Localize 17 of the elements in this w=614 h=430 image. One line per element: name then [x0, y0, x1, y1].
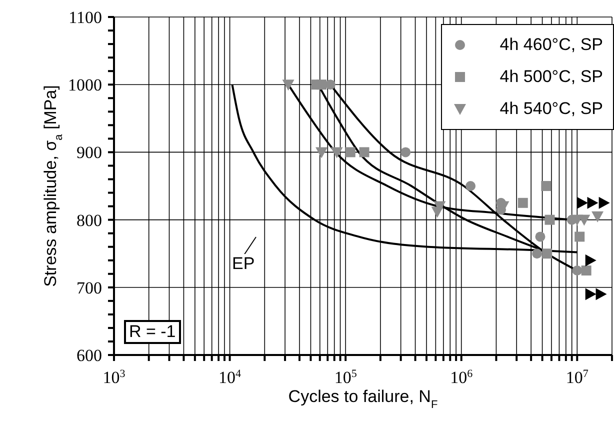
x-axis-title: Cycles to failure, N$_{F}$ — [288, 387, 438, 411]
y-tick-label: 1000 — [68, 76, 102, 95]
legend-label: 4h 500°C, SP — [500, 67, 603, 87]
legend-label: 4h 460°C, SP — [500, 35, 603, 55]
y-tick-label: 800 — [76, 210, 102, 230]
y-tick-label: 1100 — [68, 8, 102, 27]
y-tick-label: 900 — [76, 143, 102, 162]
x-tick-label: 10$^{3}$ — [102, 368, 126, 387]
y-tick-label: 600 — [76, 346, 102, 365]
y-tick-label: 700 — [76, 278, 102, 298]
legend-label: 4h 540°C, SP — [500, 99, 603, 119]
x-tick-label: 10$^{4}$ — [218, 368, 242, 387]
x-tick-label: 10$^{6}$ — [450, 368, 474, 387]
x-tick-label: 10$^{7}$ — [566, 368, 589, 387]
annotation: R = -1 — [124, 320, 181, 344]
x-tick-label: 10$^{5}$ — [334, 368, 358, 387]
annotation: EP — [232, 254, 255, 273]
